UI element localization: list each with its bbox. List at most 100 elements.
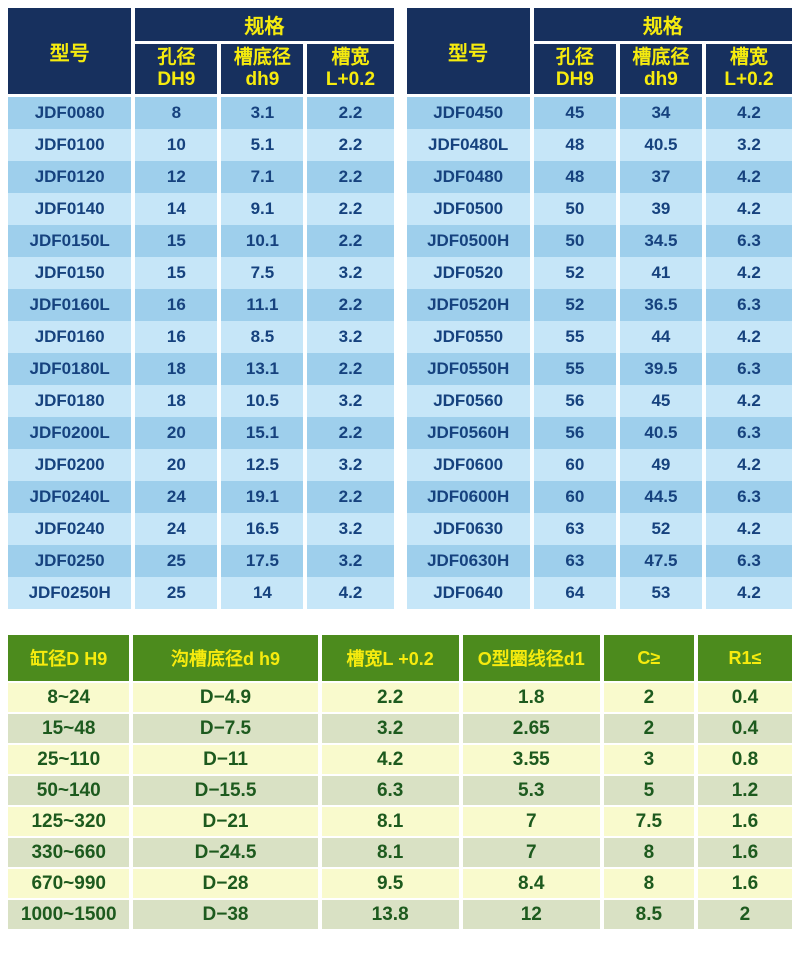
table-row: JDF0180L 18 13.1 2.2 — [8, 353, 394, 385]
groove-width-cell: 6.3 — [705, 353, 792, 385]
groove-width-cell: 3.2 — [307, 513, 394, 545]
bore-diameter-cell: 18 — [135, 385, 222, 417]
table-row: JDF0500H 50 34.5 6.3 — [406, 225, 792, 257]
groove-bottom-diameter-cell: 3.1 — [221, 97, 308, 129]
bore-diameter-cell: 15 — [135, 225, 222, 257]
table-row: 670~990 D−28 9.5 8.4 8 1.6 — [8, 869, 792, 900]
groove-bottom-diameter-cell: D−4.9 — [133, 683, 322, 714]
table-row: 8~24 D−4.9 2.2 1.8 2 0.4 — [8, 683, 792, 714]
r1-max-cell: 2 — [697, 900, 792, 931]
bore-diameter-cell: 52 — [533, 257, 620, 289]
bore-diameter-cell: 25 — [135, 545, 222, 577]
bore-diameter-header: 孔径 DH9 — [533, 44, 620, 97]
groove-width-cell: 6.3 — [705, 481, 792, 513]
groove-width-cell: 13.8 — [321, 900, 463, 931]
model-cell: JDF0200L — [8, 417, 136, 449]
table-row: JDF0100 10 5.1 2.2 — [8, 129, 394, 161]
groove-bottom-diameter-cell: 10.5 — [221, 385, 308, 417]
groove-width-cell: 2.2 — [307, 289, 394, 321]
model-cell: JDF0160 — [8, 321, 136, 353]
table-row: JDF0560H 56 40.5 6.3 — [406, 417, 792, 449]
r1-max-cell: 1.6 — [697, 869, 792, 900]
groove-bottom-diameter-cell: 39.5 — [619, 353, 706, 385]
spec-table-right-header: 型号 规格 孔径 DH9 槽底径 dh9 槽宽 L+0.2 — [406, 8, 792, 97]
table-row: JDF0630H 63 47.5 6.3 — [406, 545, 792, 577]
groove-width-cell: 2.2 — [307, 481, 394, 513]
groove-bottom-diameter-cell: D−7.5 — [133, 714, 322, 745]
table-row: 1000~1500 D−38 13.8 12 8.5 2 — [8, 900, 792, 931]
table-row: JDF0150 15 7.5 3.2 — [8, 257, 394, 289]
table-row: JDF0520H 52 36.5 6.3 — [406, 289, 792, 321]
groove-width-cell: 6.3 — [705, 289, 792, 321]
bore-diameter-cell: 45 — [533, 97, 620, 129]
groove-bottom-diameter-cell: D−28 — [133, 869, 322, 900]
groove-width-cell: 4.2 — [705, 193, 792, 225]
table-row: JDF0150L 15 10.1 2.2 — [8, 225, 394, 257]
groove-width-cell: 6.3 — [321, 776, 463, 807]
model-cell: JDF0520 — [406, 257, 534, 289]
spec-group-header: 规格 — [533, 8, 792, 44]
model-cell: JDF0640 — [406, 577, 534, 609]
header-line: 槽宽 — [729, 47, 768, 69]
groove-bottom-diameter-cell: D−24.5 — [133, 838, 322, 869]
oring-groove-table-header: 缸径D H9 沟槽底径d h9 槽宽L +0.2 O型圈线径d1 C≥ R1≤ — [8, 635, 792, 683]
r1-max-cell: 0.4 — [697, 714, 792, 745]
bore-diameter-cell: 20 — [135, 417, 222, 449]
r1-max-cell: 0.8 — [697, 745, 792, 776]
groove-width-cell: 3.2 — [307, 545, 394, 577]
model-cell: JDF0080 — [8, 97, 136, 129]
c-min-cell: 2 — [603, 714, 698, 745]
r1-max-cell: 1.2 — [697, 776, 792, 807]
groove-width-cell: 3.2 — [307, 257, 394, 289]
groove-width-cell: 2.2 — [307, 129, 394, 161]
bore-diameter-cell: 24 — [135, 481, 222, 513]
groove-bottom-diameter-header: 槽底径 dh9 — [619, 44, 706, 97]
model-cell: JDF0240L — [8, 481, 136, 513]
bore-diameter-cell: 24 — [135, 513, 222, 545]
groove-width-cell: 6.3 — [705, 417, 792, 449]
header-line: DH9 — [555, 69, 594, 90]
groove-bottom-diameter-cell: 8.5 — [221, 321, 308, 353]
bore-diameter-cell: 55 — [533, 353, 620, 385]
table-row: JDF0600 60 49 4.2 — [406, 449, 792, 481]
cylinder-bore-range-cell: 50~140 — [8, 776, 134, 807]
model-cell: JDF0150L — [8, 225, 136, 257]
spec-table-left: 型号 规格 孔径 DH9 槽底径 dh9 槽宽 L+0.2 — [8, 8, 394, 609]
groove-width-header: 槽宽L +0.2 — [321, 635, 463, 683]
table-row: 25~110 D−11 4.2 3.55 3 0.8 — [8, 745, 792, 776]
spec-table-right: 型号 规格 孔径 DH9 槽底径 dh9 槽宽 L+0.2 — [406, 8, 792, 609]
model-cell: JDF0120 — [8, 161, 136, 193]
bore-diameter-cell: 48 — [533, 161, 620, 193]
header-line: DH9 — [157, 69, 196, 90]
groove-width-cell: 6.3 — [705, 225, 792, 257]
groove-bottom-diameter-cell: D−38 — [133, 900, 322, 931]
groove-bottom-diameter-cell: 52 — [619, 513, 706, 545]
bore-diameter-cell: 63 — [533, 513, 620, 545]
groove-bottom-diameter-cell: 7.1 — [221, 161, 308, 193]
model-cell: JDF0480 — [406, 161, 534, 193]
cylinder-bore-range-cell: 670~990 — [8, 869, 134, 900]
cylinder-bore-range-cell: 8~24 — [8, 683, 134, 714]
r1-max-header: R1≤ — [697, 635, 792, 683]
header-line: L+0.2 — [325, 69, 376, 90]
table-row: JDF0600H 60 44.5 6.3 — [406, 481, 792, 513]
groove-width-cell: 2.2 — [307, 417, 394, 449]
model-column-header: 型号 — [8, 8, 136, 97]
bore-diameter-cell: 10 — [135, 129, 222, 161]
c-min-cell: 8.5 — [603, 900, 698, 931]
c-min-header: C≥ — [603, 635, 698, 683]
model-cell: JDF0550 — [406, 321, 534, 353]
oring-cross-section-cell: 2.65 — [462, 714, 604, 745]
groove-bottom-diameter-header: 沟槽底径d h9 — [133, 635, 322, 683]
model-cell: JDF0250 — [8, 545, 136, 577]
model-cell: JDF0630H — [406, 545, 534, 577]
groove-bottom-diameter-cell: 15.1 — [221, 417, 308, 449]
cylinder-bore-range-cell: 125~320 — [8, 807, 134, 838]
groove-bottom-diameter-cell: 16.5 — [221, 513, 308, 545]
model-cell: JDF0600 — [406, 449, 534, 481]
table-row: JDF0080 8 3.1 2.2 — [8, 97, 394, 129]
groove-bottom-diameter-cell: 10.1 — [221, 225, 308, 257]
bore-diameter-cell: 63 — [533, 545, 620, 577]
groove-bottom-diameter-cell: 34.5 — [619, 225, 706, 257]
